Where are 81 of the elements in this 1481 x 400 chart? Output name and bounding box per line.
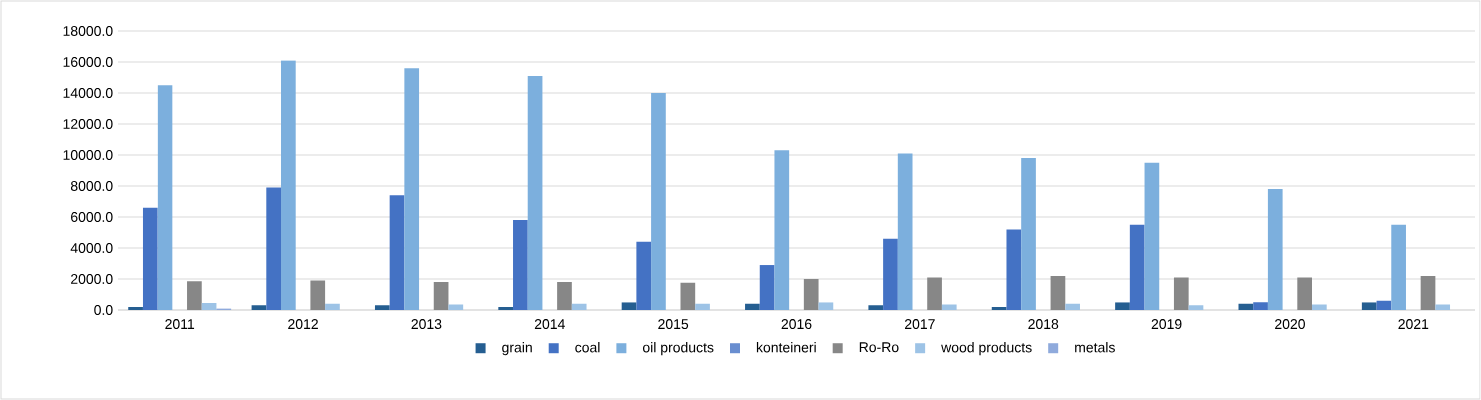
bar xyxy=(374,305,390,310)
bar xyxy=(636,241,652,310)
bar xyxy=(1115,302,1130,310)
x-tick-label: 2012 xyxy=(288,319,318,330)
bar xyxy=(1173,277,1189,310)
bar xyxy=(695,303,710,310)
bar xyxy=(1006,229,1022,310)
bar xyxy=(1050,275,1066,310)
legend-label: metals xyxy=(1075,342,1115,353)
x-tick-label: 2017 xyxy=(905,319,935,330)
y-tick-label: 2000.0 xyxy=(71,274,113,284)
x-tick-label: 2018 xyxy=(1028,319,1059,330)
bar xyxy=(404,68,420,310)
bar xyxy=(527,75,543,310)
bar xyxy=(651,93,666,310)
x-tick-label: 2011 xyxy=(165,319,195,330)
bar xyxy=(991,306,1007,310)
bar xyxy=(1144,162,1160,310)
bar xyxy=(557,282,572,310)
bar xyxy=(1420,275,1436,310)
bar xyxy=(1188,305,1204,310)
y-tick-label: 18000.0 xyxy=(63,26,113,36)
bar xyxy=(1238,303,1254,310)
bar xyxy=(1376,300,1392,310)
y-tick-label: 4000.0 xyxy=(70,243,113,253)
y-tick-label: 6000.0 xyxy=(71,212,113,222)
y-tick-label: 12000.0 xyxy=(63,119,113,129)
bar xyxy=(774,150,790,310)
bar xyxy=(1435,304,1451,310)
bar xyxy=(513,220,528,310)
bar xyxy=(433,282,449,310)
x-tick-label: 2020 xyxy=(1275,319,1305,330)
x-tick-label: 2015 xyxy=(658,319,689,330)
bar xyxy=(868,305,884,310)
bar xyxy=(281,60,296,310)
x-tick-label: 2013 xyxy=(411,319,442,330)
legend-label: grain xyxy=(502,342,532,356)
bar xyxy=(759,265,775,310)
x-tick-label: 2016 xyxy=(781,319,812,330)
bar xyxy=(680,282,696,310)
bar xyxy=(266,187,281,310)
bar xyxy=(803,279,819,310)
bar xyxy=(1361,302,1377,310)
bar xyxy=(1267,189,1283,310)
x-tick-label: 2019 xyxy=(1151,319,1182,330)
bar xyxy=(745,303,760,310)
bar xyxy=(157,85,173,310)
bar xyxy=(251,305,267,310)
y-tick-label: 0.0 xyxy=(94,305,113,315)
legend-label: wood products xyxy=(941,342,1032,356)
bar xyxy=(1129,224,1145,310)
bar xyxy=(201,303,217,310)
bar xyxy=(389,195,405,310)
bar xyxy=(325,303,340,310)
bar xyxy=(1391,224,1406,310)
y-tick-label: 14000.0 xyxy=(63,88,113,98)
x-tick-label: 2014 xyxy=(534,319,565,330)
bar xyxy=(941,304,957,310)
y-tick-label: 8000.0 xyxy=(70,181,113,191)
bar xyxy=(1312,304,1327,310)
bar xyxy=(448,304,464,310)
legend-label: konteineri xyxy=(756,342,816,353)
bar xyxy=(897,153,913,310)
bar xyxy=(927,277,942,310)
y-tick-label: 10000.0 xyxy=(63,150,113,160)
bar xyxy=(1297,277,1312,310)
y-tick-label: 16000.0 xyxy=(63,57,113,67)
legend-label: Ro-Ro xyxy=(859,342,899,353)
legend-label: oil products xyxy=(642,342,714,356)
bar xyxy=(498,306,514,310)
bar xyxy=(187,281,202,310)
bar xyxy=(571,303,587,310)
bar xyxy=(1021,158,1036,310)
x-tick-label: 2021 xyxy=(1398,319,1429,330)
legend-label: coal xyxy=(575,342,600,353)
bar xyxy=(1065,303,1080,310)
bar xyxy=(128,306,143,310)
bar xyxy=(1253,302,1268,310)
bar xyxy=(310,280,326,310)
bar xyxy=(883,238,898,310)
bar xyxy=(142,207,158,310)
